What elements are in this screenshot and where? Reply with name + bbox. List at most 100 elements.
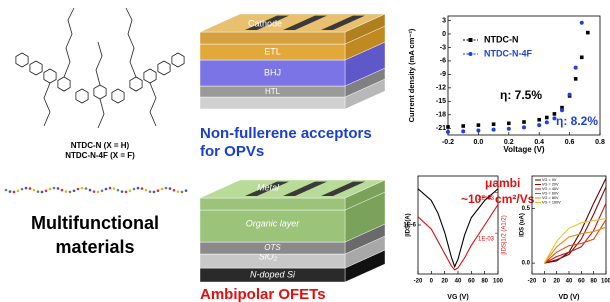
atom (77, 188, 80, 191)
annotation: μambi (485, 176, 520, 190)
x-tick-label: 40 (566, 279, 573, 285)
x-axis-label: VG (V) (447, 294, 468, 301)
y2-tick-label: 1E-03 (478, 237, 495, 243)
x-tick-label: 80 (590, 279, 597, 285)
y-tick-label: -18 (436, 112, 446, 119)
annotation: ~10⁻² cm²/Vs (461, 192, 535, 206)
atom (109, 187, 112, 190)
marker (492, 128, 496, 132)
y-tick-label: -15 (436, 98, 446, 105)
x-tick-label: 100 (493, 279, 504, 285)
marker (507, 122, 511, 126)
annotation: η: 7.5% (500, 88, 542, 102)
ring (76, 89, 88, 103)
side-chain (150, 83, 156, 126)
marker (537, 118, 541, 122)
legend-label: VG = 40V (542, 187, 559, 191)
y-tick-label: -12 (436, 85, 446, 92)
ring (94, 85, 106, 99)
atom (153, 191, 156, 194)
marker (446, 125, 450, 129)
layer-label: HTL (265, 87, 281, 96)
atom (37, 190, 40, 193)
marker (522, 125, 526, 129)
atom (61, 189, 64, 192)
layer-front (200, 198, 345, 210)
marker (545, 120, 549, 124)
y-tick-label: -21 (436, 125, 446, 132)
ring (158, 61, 170, 75)
molecule-label: NTDC-N-4F (X = F) (65, 151, 135, 160)
heading: Multifunctional (31, 213, 159, 233)
atom (41, 191, 44, 194)
marker (580, 56, 584, 60)
atom (121, 190, 124, 193)
x-tick-label: 60 (468, 279, 475, 285)
atom (101, 189, 104, 192)
atom (141, 187, 144, 190)
marker (574, 66, 578, 70)
atom (165, 187, 168, 190)
atom (93, 190, 96, 193)
x-tick-label: -20 (414, 279, 423, 285)
x-tick-label: 20 (441, 279, 448, 285)
ring (130, 77, 142, 91)
x-tick-label: 80 (481, 279, 488, 285)
atom (173, 189, 176, 192)
y-tick-label: 3 (442, 17, 446, 24)
ring (58, 77, 70, 91)
atom (129, 189, 132, 192)
x-tick-label: -20 (528, 279, 537, 285)
layer-label: Cathode (248, 18, 282, 28)
legend-label: VG = 100V (542, 201, 561, 205)
series-line (544, 203, 606, 263)
legend-label: VG = 80V (542, 196, 559, 200)
atom (149, 190, 152, 193)
atom (177, 190, 180, 193)
graphical-abstract: NTDC-N (X = H) NTDC-N-4F (X = F) Multifu… (0, 0, 610, 302)
layer-front (200, 97, 345, 109)
atom (53, 187, 56, 190)
y-tick-label: -9 (440, 71, 446, 78)
ring (112, 89, 124, 103)
y-tick-label: 0.5 (522, 206, 531, 212)
marker (537, 123, 541, 127)
legend-label: VG = 0V (542, 178, 557, 182)
atom (69, 191, 72, 194)
atom (145, 189, 148, 192)
marker (586, 31, 590, 35)
atom (85, 187, 88, 190)
atom (57, 187, 60, 190)
atom (9, 190, 12, 193)
atom (5, 189, 8, 192)
x-axis-label: VD (V) (559, 294, 580, 301)
atom (161, 188, 164, 191)
x-tick-label: 20 (553, 279, 560, 285)
legend-label: NTDC-N-4F (484, 48, 532, 58)
atom (45, 190, 48, 193)
ring (172, 53, 184, 67)
legend-label: VG = 20V (542, 183, 559, 187)
ring (144, 69, 156, 83)
atom (25, 187, 28, 190)
layer-label: ETL (264, 46, 281, 56)
marker (580, 21, 584, 25)
atom (49, 188, 52, 191)
x-tick-label: -0.2 (442, 139, 454, 146)
side-chain (96, 42, 102, 85)
atom (117, 189, 120, 192)
ring (16, 53, 28, 67)
x-tick-label: 0 (430, 279, 434, 285)
atom (13, 191, 16, 194)
layer-label: BHJ (264, 67, 281, 77)
atom (137, 187, 140, 190)
layer-label: Organic layer (246, 218, 301, 228)
y-tick-label: -6 (440, 58, 446, 65)
marker (507, 127, 511, 131)
marker (522, 120, 526, 124)
atom (21, 188, 24, 191)
heading: materials (55, 237, 134, 257)
opv-caption: for OPVs (200, 143, 264, 160)
y-tick-label: -3 (440, 44, 446, 51)
